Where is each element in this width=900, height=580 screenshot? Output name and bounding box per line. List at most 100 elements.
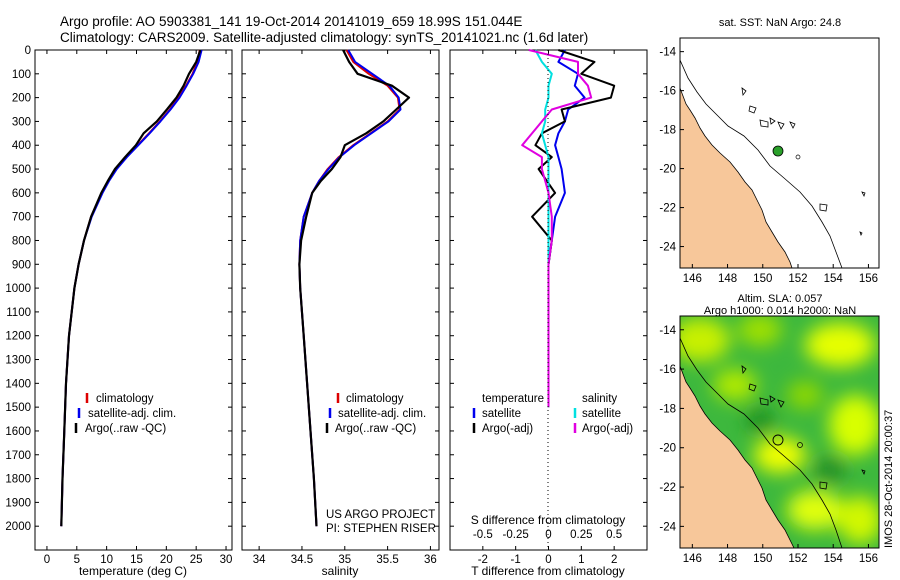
- temperature-xlabel: temperature (deg C): [79, 564, 187, 578]
- legend-label-climatology: climatology: [96, 393, 154, 405]
- map-x-tick-label: 146: [683, 273, 702, 285]
- difference-legend: temperature satellite Argo(-adj) salinit…: [472, 393, 633, 435]
- reef-islands: [741, 87, 796, 130]
- map-y-tick-label: -18: [659, 403, 676, 415]
- depth-tick-label: 900: [12, 259, 31, 271]
- depth-tick-label: 1500: [5, 402, 31, 414]
- s-diff-tick-label: -0.5: [473, 529, 493, 541]
- x-tick-label: 34: [253, 554, 266, 566]
- map-x-tick-label: 148: [718, 273, 737, 285]
- argo-float-marker: [772, 145, 784, 157]
- x-tick-label: -2: [478, 554, 488, 566]
- sst-map-title: sat. SST: NaN Argo: 24.8: [719, 17, 841, 29]
- project-annotation: US ARGO PROJECT: [326, 509, 435, 521]
- sla-reef-islands: [741, 365, 785, 408]
- legend-label-satellite: satellite-adj. clim.: [338, 408, 426, 420]
- series-line-temperature-satellite: [547, 49, 586, 408]
- map-y-tick-label: -22: [659, 482, 676, 494]
- pi-annotation: PI: STEPHEN RISER: [326, 523, 436, 535]
- map-y-tick-label: -24: [659, 242, 676, 254]
- legend-title-salinity: salinity: [582, 393, 617, 405]
- salinity-axis: 34 34.5 35 35.5 36: [253, 50, 437, 566]
- depth-tick-label: 500: [12, 164, 31, 176]
- map-y-tick-label: -20: [659, 443, 676, 455]
- t-difference-xlabel: T difference from climatology: [471, 564, 625, 578]
- legend-label-sal-argo: Argo(-adj): [582, 423, 633, 435]
- sst-map: [680, 38, 879, 268]
- map-y-tick-label: -20: [659, 164, 676, 176]
- small-reef: [795, 154, 801, 160]
- depth-tick-label: 1600: [5, 426, 31, 438]
- sst-map-axes: 146 148 150 152 154 156 -14 -16 -18 -20 -22 -24: [659, 47, 878, 285]
- salinity-xlabel: salinity: [322, 564, 359, 578]
- s-diff-tick-label: 0.5: [606, 529, 622, 541]
- depth-axis: 0 100 200 300 400 500 600 700 800 900 1000 1100 1200…: [5, 45, 647, 533]
- depth-tick-label: 700: [12, 212, 31, 224]
- depth-tick-label: 600: [12, 188, 31, 200]
- reef-shelf-contour: [680, 59, 843, 268]
- x-tick-label: 2: [611, 554, 617, 566]
- t-difference-axis: -2 -1 0 1 2: [478, 50, 617, 566]
- x-tick-label: 10: [100, 554, 113, 566]
- legend-label-temp-argo: Argo(-adj): [482, 423, 533, 435]
- depth-tick-label: 1900: [5, 497, 31, 509]
- sla-map-frame: [679, 315, 880, 549]
- x-tick-label: 36: [424, 554, 437, 566]
- map-x-tick-label: 152: [788, 273, 807, 285]
- x-tick-label: 30: [220, 554, 233, 566]
- series-line-argo-raw-qc-: [60, 49, 202, 527]
- map-x-tick-label: 156: [859, 553, 878, 565]
- legend-label-temp-satellite: satellite: [482, 408, 521, 420]
- map-y-tick-label: -14: [659, 47, 676, 59]
- sla-map-axes: 146 148 150 152 154 156 -14 -16 -18 -20 -22 -24: [659, 325, 878, 565]
- s-difference-axis: -0.5-0.2500.250.5: [473, 529, 622, 541]
- map-x-tick-label: 152: [788, 553, 807, 565]
- map-x-tick-label: 150: [753, 553, 772, 565]
- salinity-legend: climatology satellite-adj. clim. Argo(..…: [325, 393, 426, 435]
- sla-map-title-line2: Argo h1000: 0.014 h2000: NaN: [704, 305, 856, 317]
- series-line-satellite-adj-clim-: [60, 49, 203, 527]
- x-tick-label: -1: [511, 554, 521, 566]
- x-tick-label: 1: [578, 554, 584, 566]
- temperature-legend: climatology satellite-adj. clim. Argo(..…: [74, 393, 176, 435]
- depth-tick-label: 1100: [6, 307, 31, 319]
- depth-tick-label: 1200: [5, 331, 31, 343]
- map-y-tick-label: -22: [659, 203, 676, 215]
- figure-title-line1: Argo profile: AO 5903381_141 19-Oct-2014…: [60, 14, 522, 29]
- map-x-tick-label: 154: [824, 553, 844, 565]
- series-line-climatology: [60, 49, 201, 527]
- map-y-tick-label: -16: [659, 86, 676, 98]
- salinity-series: [298, 49, 411, 527]
- depth-tick-label: 400: [12, 140, 31, 152]
- sla-map: [680, 316, 879, 548]
- depth-tick-label: 1700: [5, 450, 31, 462]
- map-x-tick-label: 146: [683, 553, 702, 565]
- depth-tick-label: 300: [12, 116, 31, 128]
- legend-title-temperature: temperature: [482, 393, 544, 405]
- map-y-tick-label: -18: [659, 125, 676, 137]
- temperature-panel-frame: [34, 49, 233, 551]
- salinity-panel-frame: [241, 49, 440, 551]
- s-difference-xlabel: S difference from climatology: [471, 513, 626, 527]
- series-line-salinity-argo-adj-: [521, 49, 593, 408]
- depth-tick-label: 1300: [5, 355, 31, 367]
- series-line-argo-raw-qc-: [298, 49, 411, 527]
- s-diff-tick-label: -0.25: [503, 529, 529, 541]
- s-diff-tick-label: 0.25: [570, 529, 592, 541]
- depth-tick-label: 0: [25, 45, 31, 57]
- difference-series: [521, 49, 616, 408]
- sla-shelf-contour: [680, 337, 843, 548]
- depth-tick-label: 1400: [5, 378, 31, 390]
- x-tick-label: 0: [545, 554, 551, 566]
- map-y-tick-label: -14: [659, 325, 676, 337]
- series-line-satellite-adj-clim-: [298, 49, 402, 527]
- depth-tick-label: 100: [12, 69, 31, 81]
- sla-small-reef: [797, 442, 803, 448]
- sla-offshore-reefs: [819, 469, 866, 490]
- map-x-tick-label: 154: [824, 273, 844, 285]
- x-tick-label: 5: [74, 554, 80, 566]
- x-tick-label: 25: [190, 554, 203, 566]
- legend-label-climatology: climatology: [346, 393, 404, 405]
- australia-coast-land: [680, 87, 793, 268]
- map-x-tick-label: 148: [718, 553, 737, 565]
